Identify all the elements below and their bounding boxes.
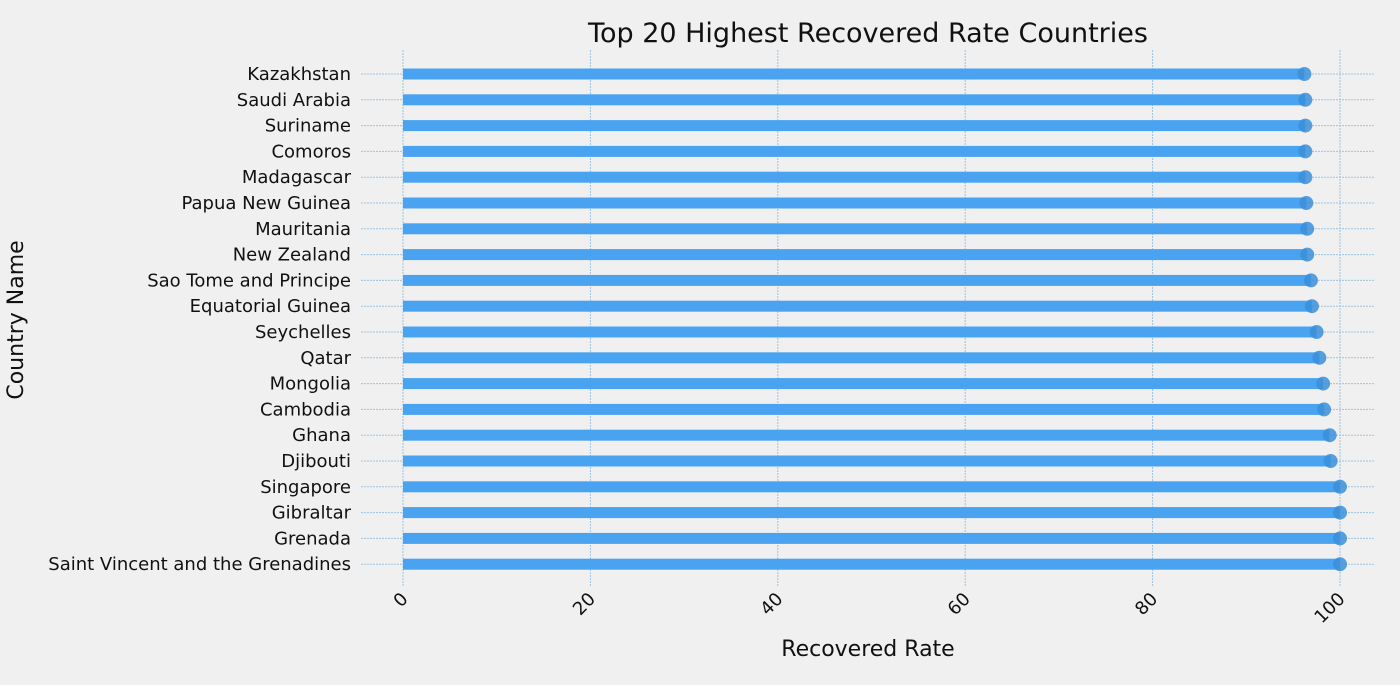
bar xyxy=(403,223,1308,235)
y-tick-label: Saint Vincent and the Grenadines xyxy=(48,554,351,575)
x-tick-label: 40 xyxy=(756,589,787,620)
bar xyxy=(403,326,1317,338)
bar xyxy=(403,455,1331,467)
bar xyxy=(403,481,1340,493)
bar xyxy=(403,429,1330,441)
bar xyxy=(403,532,1340,544)
y-tick-label: Madagascar xyxy=(242,167,352,188)
bar-end-marker xyxy=(1298,170,1313,185)
y-tick-label: Grenada xyxy=(274,528,351,549)
bar-end-marker xyxy=(1323,454,1338,468)
y-tick-label: Cambodia xyxy=(260,399,351,420)
bar-end-marker xyxy=(1303,273,1318,288)
bar xyxy=(403,197,1307,209)
bar-end-marker xyxy=(1298,118,1313,133)
x-axis-label: Recovered Rate xyxy=(781,637,954,662)
y-tick-label: Singapore xyxy=(260,477,351,498)
x-tick-label: 0 xyxy=(390,589,413,612)
bar-end-marker xyxy=(1304,299,1319,314)
chart-title: Top 20 Highest Recovered Rate Countries xyxy=(587,18,1148,49)
bar xyxy=(403,274,1311,286)
y-tick-label: Qatar xyxy=(300,348,351,369)
y-tick-label: Papua New Guinea xyxy=(181,193,351,214)
bar-end-marker xyxy=(1333,505,1347,520)
y-tick-label: Mongolia xyxy=(270,374,351,395)
y-tick-labels: Kazakhstan Saudi Arabia Suriname Comoros Mad… xyxy=(48,64,351,575)
bar xyxy=(403,558,1340,570)
bar-end-marker xyxy=(1309,325,1324,339)
y-tick-label: Comoros xyxy=(271,141,351,162)
bar-end-marker xyxy=(1317,402,1332,417)
x-tick-label: 80 xyxy=(1131,589,1162,620)
y-axis-label: Country Name xyxy=(4,240,29,399)
bar xyxy=(403,300,1312,312)
bar xyxy=(403,403,1325,415)
bar-end-marker xyxy=(1333,531,1347,546)
bar xyxy=(403,249,1308,261)
bar-end-marker xyxy=(1316,376,1331,391)
bar-end-marker xyxy=(1298,144,1313,159)
bar-end-marker xyxy=(1300,221,1315,236)
bar-end-marker xyxy=(1312,350,1327,365)
x-tick-label: 20 xyxy=(569,589,600,620)
y-tick-label: Kazakhstan xyxy=(247,64,351,85)
y-tick-label: Sao Tome and Principe xyxy=(147,270,351,291)
bar-end-marker xyxy=(1300,247,1315,262)
bars-layer xyxy=(403,67,1347,572)
bar xyxy=(403,68,1305,80)
bar xyxy=(403,94,1306,106)
x-tick-label: 100 xyxy=(1310,589,1349,628)
bar-end-marker xyxy=(1298,92,1313,107)
y-tick-label: Suriname xyxy=(265,116,351,137)
bar xyxy=(403,120,1306,132)
y-tick-label: Saudi Arabia xyxy=(237,90,351,111)
bar-end-marker xyxy=(1322,428,1337,443)
bar xyxy=(403,507,1340,519)
y-tick-label: Gibraltar xyxy=(272,503,352,524)
bar xyxy=(403,145,1306,157)
y-tick-label: Seychelles xyxy=(255,322,351,343)
bar xyxy=(403,171,1306,183)
y-tick-label: Ghana xyxy=(292,425,351,446)
bar-end-marker xyxy=(1333,479,1347,494)
x-tick-label: 60 xyxy=(944,589,975,620)
bar-end-marker xyxy=(1299,196,1314,210)
y-tick-label: Equatorial Guinea xyxy=(190,296,351,317)
y-tick-label: Mauritania xyxy=(255,219,351,240)
x-tick-labels: 0 20 40 60 80 100 xyxy=(390,589,1350,628)
bar xyxy=(403,352,1320,364)
bar-end-marker xyxy=(1297,67,1312,81)
y-tick-label: Djibouti xyxy=(281,451,351,472)
bar-end-marker xyxy=(1333,557,1347,572)
y-tick-label: New Zealand xyxy=(233,245,351,266)
bar xyxy=(403,378,1324,390)
